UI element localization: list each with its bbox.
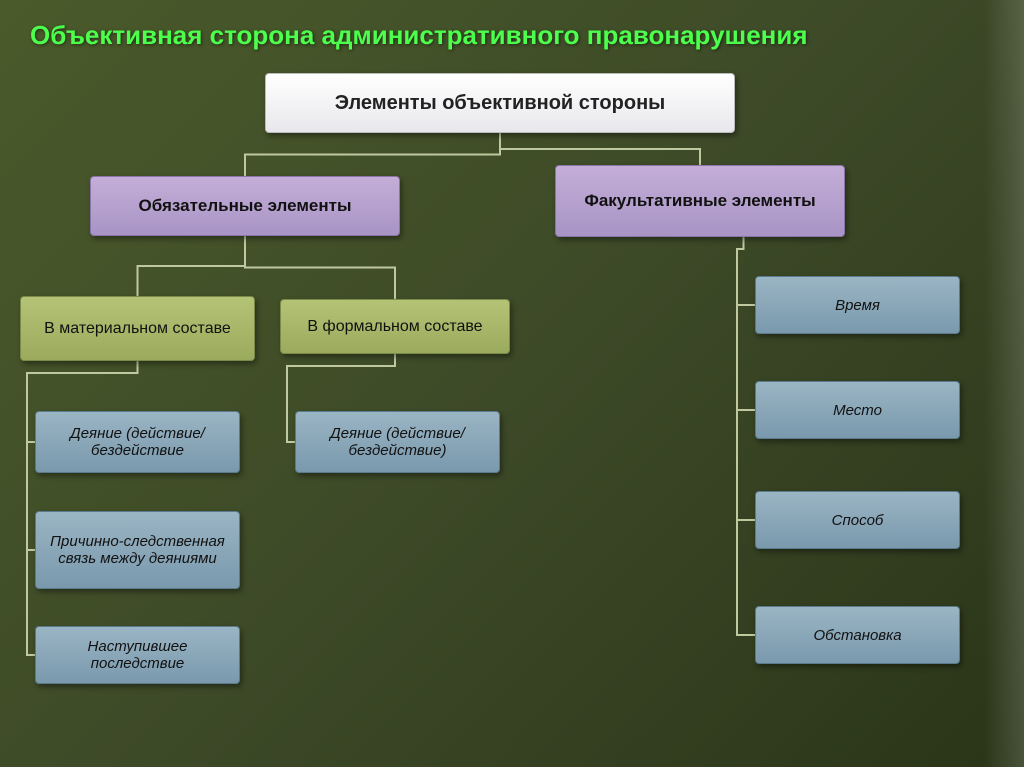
node-mat_cons: Наступившее последствие: [35, 626, 240, 684]
node-optional: Факультативные элементы: [555, 165, 845, 237]
node-mandatory: Обязательные элементы: [90, 176, 400, 236]
node-opt_situation: Обстановка: [755, 606, 960, 664]
node-mat_act: Деяние (действие/бездействие: [35, 411, 240, 473]
node-material: В материальном составе: [20, 296, 255, 361]
hierarchy-diagram: Элементы объективной стороны Обязательные…: [0, 61, 1024, 761]
node-opt_time: Время: [755, 276, 960, 334]
node-mat_cause: Причинно-следственная связь между деяния…: [35, 511, 240, 589]
node-root: Элементы объективной стороны: [265, 73, 735, 133]
node-opt_place: Место: [755, 381, 960, 439]
node-form_act: Деяние (действие/бездействие): [295, 411, 500, 473]
node-formal: В формальном составе: [280, 299, 510, 354]
node-opt_method: Способ: [755, 491, 960, 549]
page-title: Объективная сторона административного пр…: [0, 0, 1024, 61]
